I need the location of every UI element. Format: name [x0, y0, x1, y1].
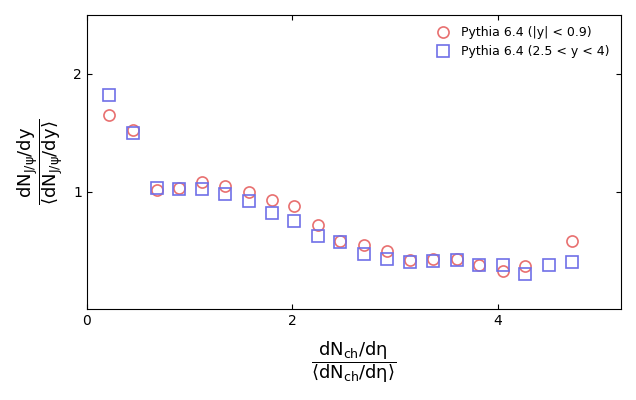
Y-axis label: $\dfrac{\mathrm{dN_{J/\psi}/dy}}{\langle\mathrm{dN_{J/\psi}/dy}\rangle}$: $\dfrac{\mathrm{dN_{J/\psi}/dy}}{\langle…	[15, 119, 65, 205]
X-axis label: $\dfrac{\mathrm{dN_{ch}/d\eta}}{\langle\mathrm{dN_{ch}/d\eta}\rangle}$: $\dfrac{\mathrm{dN_{ch}/d\eta}}{\langle\…	[311, 339, 397, 385]
Legend: Pythia 6.4 (|y| < 0.9), Pythia 6.4 (2.5 < y < 4): Pythia 6.4 (|y| < 0.9), Pythia 6.4 (2.5 …	[425, 21, 615, 64]
